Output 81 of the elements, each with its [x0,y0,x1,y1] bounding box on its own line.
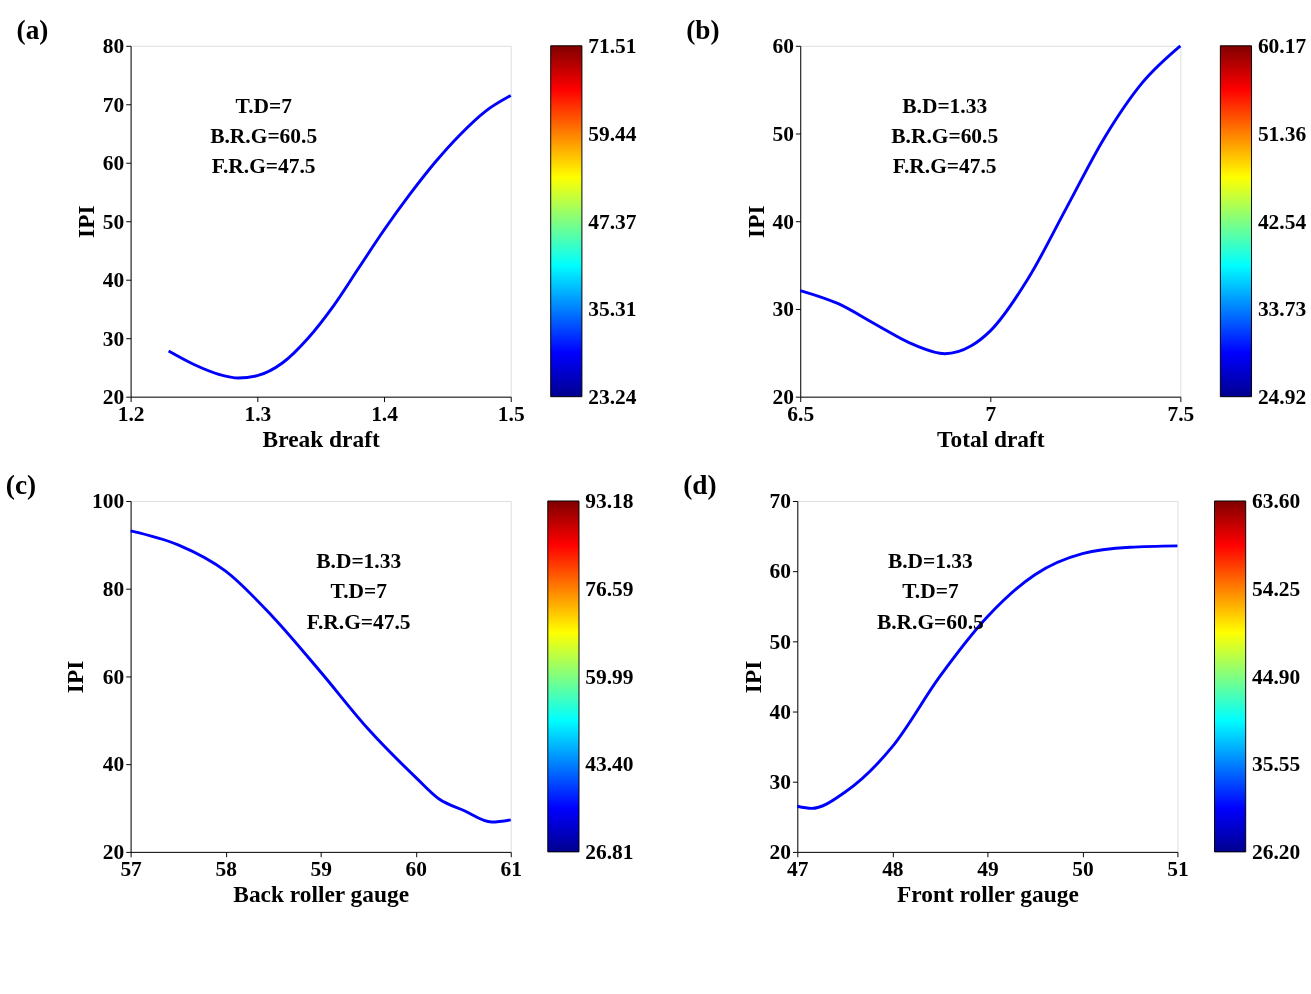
y-tick-label: 70 [769,489,791,514]
annotation: T.D=7 [902,579,959,604]
annotation: B.R.G=60.5 [210,124,318,149]
annotation: F.R.G=47.5 [211,154,316,179]
y-tick-label: 80 [102,34,125,59]
line-series [795,544,1179,810]
color-bar-label: 42.54 [1257,209,1307,234]
y-tick-label: 60 [772,34,794,59]
color-bar-label: 63.60 [1252,489,1301,514]
x-axis-title: Total draft [937,425,1045,452]
color-bar-label: 24.92 [1257,385,1307,409]
y-tick-label: 50 [102,209,125,234]
color-bar-label: 35.55 [1252,752,1301,777]
color-bar-label: 35.31 [588,297,637,322]
annotation: T.D=7 [235,94,293,119]
y-axis-title: IPI [739,660,766,694]
y-tick-label: 30 [769,770,791,795]
annotation: T.D=7 [330,579,388,604]
y-tick-label: 30 [102,326,125,351]
color-bar-label: 71.51 [588,34,637,59]
x-axis-title: Break draft [262,425,380,452]
x-tick-label: 7.5 [1167,401,1195,426]
y-tick-label: 40 [769,699,791,724]
chart-title: (c) [5,470,37,501]
x-tick-label: 1.5 [497,401,525,426]
y-tick-label: 100 [92,489,125,514]
x-tick-label: 1.3 [244,401,272,426]
y-tick-label: 60 [102,664,125,689]
chart-title: (d) [683,470,717,501]
color-bar-label: 59.99 [585,664,634,689]
y-tick-label: 60 [769,559,791,584]
annotation: B.D=1.33 [887,549,973,574]
color-bar-label: 26.81 [585,840,634,865]
color-bar-label: 60.17 [1257,34,1307,59]
color-bar-label: 26.20 [1252,840,1301,865]
color-bar-label: 44.90 [1252,664,1301,689]
x-tick-label: 60 [405,856,427,881]
x-tick-label: 51 [1167,856,1189,881]
line-series [129,529,513,824]
y-axis-title: IPI [742,205,769,238]
y-tick-label: 40 [102,752,125,777]
x-tick-label: 61 [500,856,522,881]
line-series [167,94,513,380]
y-tick-label: 40 [772,209,794,234]
chart-title: (b) [686,14,720,45]
line-series [798,44,1182,356]
y-axis-title: IPI [73,205,100,238]
x-axis-title: Back roller gauge [233,881,410,908]
annotation: F.R.G=47.5 [892,154,997,179]
y-axis-title: IPI [62,660,89,694]
chart-title: (a) [16,14,49,45]
x-tick-label: 50 [1072,856,1094,881]
y-tick-label: 20 [769,840,791,865]
y-tick-label: 50 [772,121,794,146]
y-tick-label: 70 [102,92,125,117]
annotation: F.R.G=47.5 [306,609,411,634]
annotation: B.R.G=60.5 [891,124,999,149]
x-tick-label: 48 [882,856,904,881]
y-tick-label: 80 [102,577,125,602]
annotation: B.R.G=60.5 [876,609,984,634]
annotation: B.D=1.33 [316,549,402,574]
color-bar-label: 93.18 [585,489,634,514]
y-tick-label: 40 [102,268,125,293]
y-tick-label: 50 [769,629,791,654]
x-tick-label: 59 [310,856,332,881]
color-bar-label: 51.36 [1257,121,1307,146]
color-bar-label: 76.59 [585,577,634,602]
y-tick-label: 30 [772,297,794,322]
color-bar-label: 47.37 [588,209,637,234]
x-tick-label: 7 [985,401,997,426]
color-bar-label: 59.44 [588,121,637,146]
x-tick-label: 49 [977,856,999,881]
color-bar-label: 54.25 [1252,577,1301,602]
color-bar-label: 33.73 [1257,297,1307,322]
y-tick-label: 60 [102,151,125,176]
x-tick-label: 58 [215,856,237,881]
x-axis-title: Front roller gauge [896,881,1079,908]
color-bar-label: 23.24 [588,385,637,409]
x-tick-label: 1.4 [371,401,399,426]
color-bar-label: 43.40 [585,752,634,777]
annotation: B.D=1.33 [902,94,988,119]
